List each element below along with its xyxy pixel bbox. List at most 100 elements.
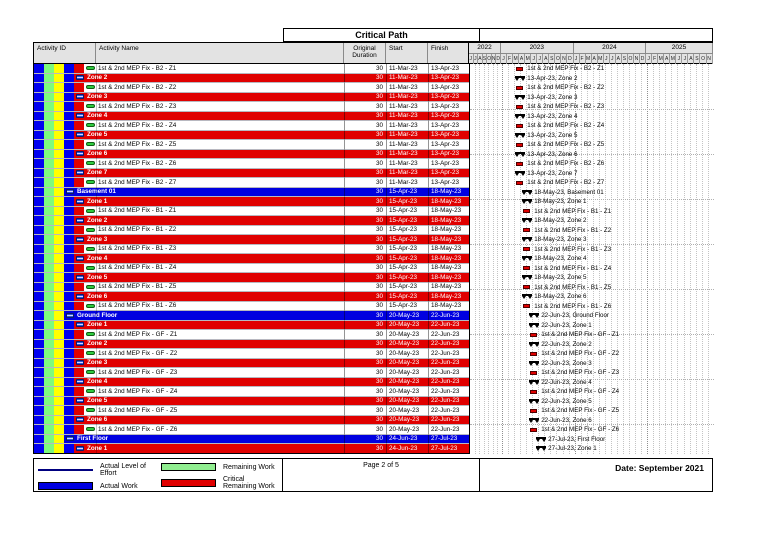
table-row[interactable]: Zone 6 30 20-May-23 22-Jun-23	[34, 415, 469, 425]
summary-bar[interactable]	[521, 237, 533, 243]
gantt-row[interactable]: 1st & 2nd MEP Fix - GF - Z3	[470, 368, 714, 378]
summary-bar[interactable]	[514, 94, 526, 101]
table-row[interactable]: 1st & 2nd MEP Fix - B2 - Z5 30 11-Mar-23 13…	[34, 140, 469, 150]
critical-bar[interactable]	[515, 104, 524, 109]
critical-bar[interactable]	[515, 180, 524, 185]
gantt-row[interactable]: 1st & 2nd MEP Fix - B1 - Z4	[470, 264, 714, 274]
table-row[interactable]: 1st & 2nd MEP Fix - B2 - Z2 30 11-Mar-23 13…	[34, 83, 469, 93]
critical-bar[interactable]	[529, 332, 538, 337]
table-row[interactable]: 1st & 2nd MEP Fix - GF - Z4 30 20-May-23 22…	[34, 387, 469, 397]
summary-bar[interactable]	[514, 151, 526, 158]
table-row[interactable]: 1st & 2nd MEP Fix - GF - Z3 30 20-May-23 22…	[34, 368, 469, 378]
table-row[interactable]: Zone 1 30 15-Apr-23 18-May-23	[34, 197, 469, 207]
summary-bar[interactable]	[521, 189, 533, 196]
summary-bar[interactable]	[514, 170, 526, 177]
gantt-row[interactable]: 13-Apr-23, Zone 3	[470, 93, 714, 103]
gantt-row[interactable]: 18-May-23, Zone 2	[470, 216, 714, 226]
table-row[interactable]: 1st & 2nd MEP Fix - GF - Z2 30 20-May-23 22…	[34, 349, 469, 359]
gantt-row[interactable]: 1st & 2nd MEP Fix - B1 - Z3	[470, 245, 714, 255]
table-row[interactable]: Zone 5 30 11-Mar-23 13-Apr-23	[34, 130, 469, 140]
table-row[interactable]: Zone 1 30 24-Jun-23 27-Jul-23	[34, 444, 469, 454]
table-row[interactable]: 1st & 2nd MEP Fix - B1 - Z5 30 15-Apr-23 18…	[34, 282, 469, 292]
summary-bar[interactable]	[521, 275, 533, 281]
summary-bar[interactable]	[528, 398, 540, 405]
table-row[interactable]: 1st & 2nd MEP Fix - GF - Z6 30 20-May-23 22…	[34, 425, 469, 435]
critical-bar[interactable]	[515, 66, 524, 71]
summary-bar[interactable]	[514, 132, 526, 139]
critical-bar[interactable]	[529, 427, 538, 432]
table-row[interactable]: Zone 3 30 15-Apr-23 18-May-23	[34, 235, 469, 245]
column-header-activity-name[interactable]: Activity Name	[96, 43, 344, 63]
critical-bar[interactable]	[529, 351, 538, 356]
summary-bar[interactable]	[521, 294, 533, 300]
gantt-row[interactable]: 18-May-23, Zone 1	[470, 197, 714, 207]
critical-bar[interactable]	[529, 389, 538, 394]
table-row[interactable]: 1st & 2nd MEP Fix - GF - Z5 30 20-May-23 22…	[34, 406, 469, 416]
table-row[interactable]: Zone 6 30 15-Apr-23 18-May-23	[34, 292, 469, 302]
table-row[interactable]: 1st & 2nd MEP Fix - B1 - Z3 30 15-Apr-23 18…	[34, 244, 469, 254]
gantt-row[interactable]: 13-Apr-23, Zone 2	[470, 74, 714, 84]
summary-bar[interactable]	[535, 436, 547, 443]
table-row[interactable]: Basement 01 30 15-Apr-23 18-May-23	[34, 187, 469, 197]
gantt-row[interactable]: 1st & 2nd MEP Fix - B2 - Z5	[470, 140, 714, 150]
gantt-row[interactable]: 18-May-23, Zone 6	[470, 292, 714, 302]
table-row[interactable]: 1st & 2nd MEP Fix - B1 - Z1 30 15-Apr-23 18…	[34, 206, 469, 216]
gantt-row[interactable]: 13-Apr-23, Zone 5	[470, 131, 714, 141]
summary-bar[interactable]	[528, 360, 540, 367]
table-row[interactable]: 1st & 2nd MEP Fix - B2 - Z6 30 11-Mar-23 13…	[34, 159, 469, 169]
table-row[interactable]: 1st & 2nd MEP Fix - B1 - Z6 30 15-Apr-23 18…	[34, 301, 469, 311]
table-row[interactable]: Ground Floor 30 20-May-23 22-Jun-23	[34, 311, 469, 321]
gantt-row[interactable]: 13-Apr-23, Zone 7	[470, 169, 714, 179]
gantt-row[interactable]: 18-May-23, Zone 4	[470, 254, 714, 264]
gantt-row[interactable]: 18-May-23, Zone 5	[470, 273, 714, 283]
summary-bar[interactable]	[521, 256, 533, 262]
gantt-row[interactable]: 1st & 2nd MEP Fix - GF - Z2	[470, 349, 714, 359]
critical-bar[interactable]	[515, 85, 524, 90]
summary-bar[interactable]	[521, 199, 533, 205]
summary-bar[interactable]	[528, 313, 540, 319]
gantt-row[interactable]: 1st & 2nd MEP Fix - B2 - Z7	[470, 178, 714, 188]
gantt-row[interactable]: 1st & 2nd MEP Fix - GF - Z1	[470, 330, 714, 340]
critical-bar[interactable]	[515, 123, 524, 128]
gantt-row[interactable]: 1st & 2nd MEP Fix - GF - Z5	[470, 406, 714, 416]
gantt-row[interactable]: 1st & 2nd MEP Fix - B2 - Z2	[470, 83, 714, 93]
table-row[interactable]: Zone 5 30 20-May-23 22-Jun-23	[34, 396, 469, 406]
table-row[interactable]: Zone 5 30 15-Apr-23 18-May-23	[34, 273, 469, 283]
column-header-start[interactable]: Start	[386, 43, 428, 63]
critical-bar[interactable]	[522, 247, 531, 252]
summary-bar[interactable]	[528, 322, 540, 329]
table-row[interactable]: Zone 1 30 20-May-23 22-Jun-23	[34, 320, 469, 330]
column-header-finish[interactable]: Finish	[428, 43, 469, 63]
gantt-row[interactable]: 13-Apr-23, Zone 4	[470, 112, 714, 122]
gantt-row[interactable]: 22-Jun-23, Zone 3	[470, 359, 714, 369]
table-row[interactable]: 1st & 2nd MEP Fix - B1 - Z4 30 15-Apr-23 18…	[34, 263, 469, 273]
table-row[interactable]: Zone 2 30 11-Mar-23 13-Apr-23	[34, 73, 469, 83]
gantt-row[interactable]: 18-May-23, Zone 3	[470, 235, 714, 245]
gantt-row[interactable]: 1st & 2nd MEP Fix - B1 - Z1	[470, 207, 714, 217]
gantt-row[interactable]: 1st & 2nd MEP Fix - B2 - Z4	[470, 121, 714, 131]
table-row[interactable]: 1st & 2nd MEP Fix - B1 - Z2 30 15-Apr-23 18…	[34, 225, 469, 235]
gantt-row[interactable]: 1st & 2nd MEP Fix - B1 - Z5	[470, 283, 714, 293]
gantt-row[interactable]: 22-Jun-23, Zone 4	[470, 378, 714, 388]
table-row[interactable]: Zone 4 30 20-May-23 22-Jun-23	[34, 377, 469, 387]
summary-bar[interactable]	[514, 113, 526, 120]
gantt-row[interactable]: 27-Jul-23, Zone 1	[470, 444, 714, 454]
summary-bar[interactable]	[528, 379, 540, 386]
summary-bar[interactable]	[528, 341, 540, 348]
gantt-row[interactable]: 1st & 2nd MEP Fix - B2 - Z6	[470, 159, 714, 169]
column-header-duration[interactable]: Original Duration	[344, 43, 386, 63]
critical-bar[interactable]	[529, 370, 538, 375]
critical-bar[interactable]	[522, 304, 531, 309]
gantt-row[interactable]: 13-Apr-23, Zone 6	[470, 150, 714, 160]
gantt-row[interactable]: 1st & 2nd MEP Fix - B2 - Z3	[470, 102, 714, 112]
critical-bar[interactable]	[522, 285, 531, 290]
critical-bar[interactable]	[515, 142, 524, 147]
table-row[interactable]: Zone 7 30 11-Mar-23 13-Apr-23	[34, 168, 469, 178]
gantt-row[interactable]: 27-Jul-23, First Floor	[470, 435, 714, 445]
gantt-row[interactable]: 1st & 2nd MEP Fix - B2 - Z1	[470, 64, 714, 74]
gantt-row[interactable]: 22-Jun-23, Zone 1	[470, 321, 714, 331]
table-row[interactable]: Zone 2 30 20-May-23 22-Jun-23	[34, 339, 469, 349]
column-header-activity-id[interactable]: Activity ID	[34, 43, 96, 63]
table-row[interactable]: 1st & 2nd MEP Fix - B2 - Z1 30 11-Mar-23 13…	[34, 64, 469, 74]
gantt-row[interactable]: 22-Jun-23, Zone 5	[470, 397, 714, 407]
